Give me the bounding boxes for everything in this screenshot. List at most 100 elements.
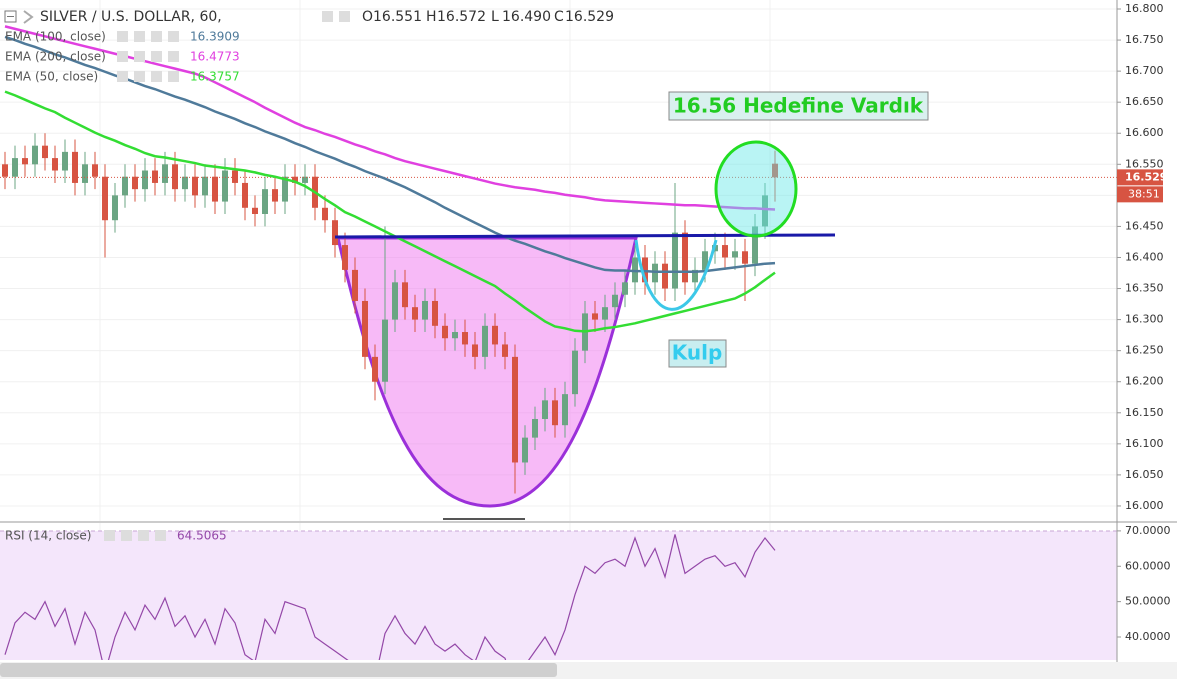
y-tick-label: 16.750 [1125, 33, 1164, 46]
symbol-title: SILVER / U.S. DOLLAR, 60, [40, 9, 222, 25]
icon [151, 71, 162, 82]
arrow-icon [23, 10, 34, 24]
ema-lines [4, 25, 776, 333]
candle-body [682, 232, 688, 283]
ema-legend-name: EMA (100, close) [5, 30, 106, 44]
candle-body [722, 245, 728, 258]
candle-body [92, 164, 98, 177]
y-tick-label: 16.150 [1125, 406, 1164, 419]
candle-body [152, 170, 158, 183]
candle-body [452, 332, 458, 339]
candle-body [102, 176, 108, 221]
y-tick-label: 50.0000 [1125, 595, 1171, 608]
candle-body [322, 207, 328, 221]
icon [168, 31, 179, 42]
candle-body [662, 263, 668, 289]
icon[interactable] [322, 11, 333, 22]
price-axis: 16.000 16.050 16.100 16.150 16.200 16.250 16.3… [1117, 2, 1171, 643]
icon [151, 51, 162, 62]
handle-drawing [634, 239, 718, 311]
y-tick-label: 60.0000 [1125, 559, 1171, 572]
candle-body [222, 170, 228, 202]
candle-body [112, 195, 118, 221]
candle-body [482, 325, 488, 357]
icon [151, 31, 162, 42]
ema-legend-name: EMA (200, close) [5, 50, 106, 64]
candle-body [762, 195, 768, 227]
candle-body [382, 319, 388, 382]
candle-body [522, 437, 528, 463]
candle-body [562, 394, 568, 426]
candle-body [462, 332, 468, 345]
icon [117, 31, 128, 42]
candle-body [692, 269, 698, 283]
ohlc-field: H [426, 9, 437, 25]
candle-body [752, 226, 758, 264]
ema-legend-name: EMA (50, close) [5, 70, 98, 84]
candle-body [592, 313, 598, 320]
y-tick-label: 16.050 [1125, 468, 1164, 481]
candle-body [622, 282, 628, 295]
ohlc-value: 16.490 [502, 9, 551, 25]
y-tick-label: 16.600 [1125, 126, 1164, 139]
ema-legend-value: 16.3757 [190, 70, 240, 84]
candle-body [542, 400, 548, 419]
rsi-legend: RSI (14, close) [5, 529, 91, 543]
y-tick-label: 16.400 [1125, 250, 1164, 263]
candle-body [12, 158, 18, 177]
collapse-icon[interactable] [4, 10, 17, 23]
target-circle [714, 140, 798, 238]
candles [0, 133, 1117, 494]
ema-line [4, 90, 776, 333]
candle-body [142, 170, 148, 190]
y-tick-label: 40.0000 [1125, 630, 1171, 643]
candle-body [202, 176, 208, 196]
y-tick-label: 16.550 [1125, 157, 1164, 170]
candle-body [472, 344, 478, 357]
candle-body [422, 300, 428, 320]
candle-body [362, 300, 368, 357]
icon [168, 71, 179, 82]
countdown-tag [1117, 186, 1163, 203]
rsi-line [4, 534, 776, 660]
last-price-tag [1117, 169, 1163, 186]
ema-line [4, 35, 776, 274]
ema-legend-value: 16.3909 [190, 30, 240, 44]
candle-body [252, 207, 258, 214]
candle-body [2, 164, 8, 177]
candle-body [772, 163, 778, 178]
icon [117, 51, 128, 62]
candle-body [442, 325, 448, 339]
cup-drawing [336, 236, 638, 508]
candle-body [702, 251, 708, 270]
rsi-band [0, 531, 1117, 660]
icon[interactable] [339, 11, 350, 22]
annotation: Kulp [672, 341, 723, 365]
candle-body [572, 350, 578, 395]
ohlc-value: 16.529 [565, 9, 614, 25]
candle-body [502, 344, 508, 357]
candle-body [672, 232, 678, 289]
candle-body [512, 356, 518, 463]
icon [134, 71, 145, 82]
ema-legend: EMA (100, close) 16.3909 EMA (200, close) 1… [5, 30, 240, 84]
candle-body [182, 176, 188, 190]
y-tick-label: 16.200 [1125, 375, 1164, 388]
candle-body [352, 269, 358, 301]
y-tick-label: 16.100 [1125, 437, 1164, 450]
scrollbar[interactable] [0, 663, 557, 677]
candle-body [82, 164, 88, 183]
candle-body [22, 158, 28, 165]
candle-body [172, 164, 178, 190]
candle-body [272, 189, 278, 202]
y-tick-label: 70.0000 [1125, 524, 1171, 537]
candle-body [612, 294, 618, 308]
ema-line [4, 25, 776, 211]
candle-body [492, 325, 498, 345]
countdown: 38:51 [1128, 187, 1160, 200]
last-price-label: 16.529 [1125, 170, 1167, 183]
candle-body [232, 170, 238, 183]
y-tick-label: 16.450 [1125, 219, 1164, 232]
y-tick-label: 16.350 [1125, 282, 1164, 295]
